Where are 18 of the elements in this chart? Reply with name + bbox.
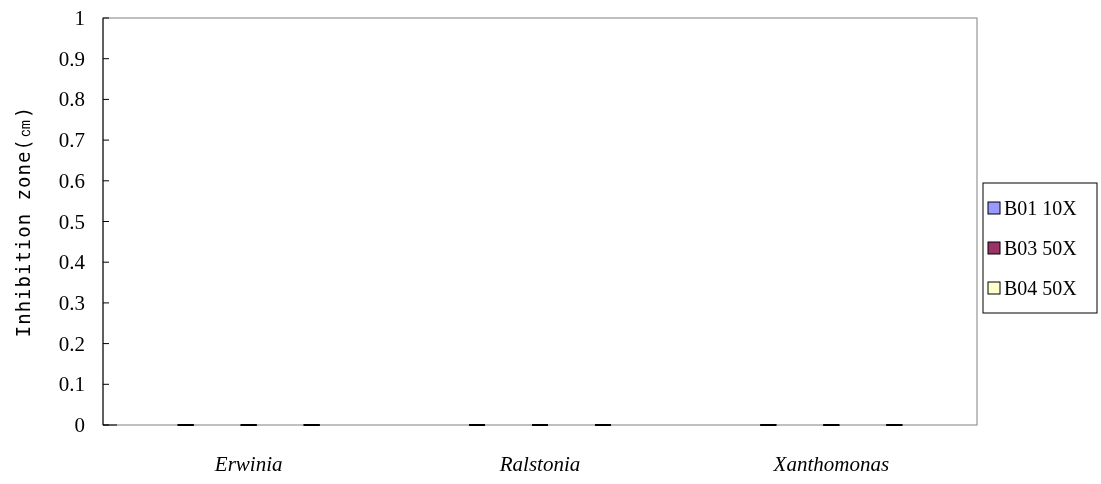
y-tick-label: 0.6 [58,168,85,193]
x-tick-label: Ralstonia [498,452,581,476]
x-tick-label: Xanthomonas [772,452,890,476]
y-tick-label: 0.4 [58,250,86,275]
y-tick-label: 0.7 [58,128,85,153]
y-axis-title: Inhibition zone(㎝) [12,105,34,338]
y-tick-label: 0.5 [58,209,85,234]
legend-label: B03 50X [1004,237,1078,259]
y-tick-label: 0.1 [58,372,85,397]
y-tick-label: 0.9 [58,46,85,71]
y-tick-label: 0.8 [58,87,85,112]
y-tick-label: 1 [74,6,85,30]
y-tick-label: 0.2 [58,331,85,356]
y-tick-label: 0 [74,413,85,437]
legend-label: B04 50X [1004,277,1078,299]
legend-label: B01 10X [1004,197,1078,219]
y-tick-label: 0.3 [58,290,85,315]
x-tick-label: Erwinia [213,452,283,476]
